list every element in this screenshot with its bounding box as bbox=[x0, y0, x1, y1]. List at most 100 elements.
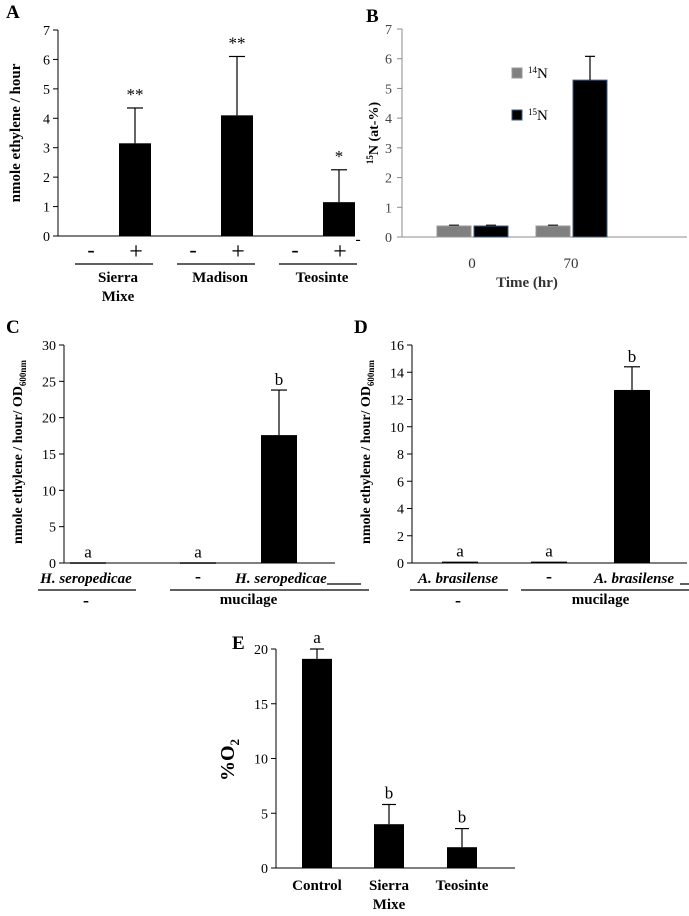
panel-b-y-tick-label: 6 bbox=[385, 53, 392, 68]
panel-a-group-label: Sierra bbox=[98, 270, 138, 286]
panel-e-y-tick-label: 15 bbox=[254, 698, 268, 713]
panel-b-y-label-sup: 15 bbox=[365, 155, 375, 165]
panel-d-significance: b bbox=[628, 347, 637, 366]
panel-d-y-tick-label: 2 bbox=[397, 530, 404, 545]
panel-a-group-label: Teosinte bbox=[296, 270, 349, 286]
panel-c-bar-label: H. seropedicae bbox=[234, 571, 327, 587]
panel-d-y-tick-label: 6 bbox=[397, 475, 404, 490]
panel-c-significance: a bbox=[84, 542, 92, 561]
panel-a-plus-label: + bbox=[333, 239, 347, 265]
panel-b-y-tick-label: 1 bbox=[385, 201, 392, 216]
panel-a-minus-label: - bbox=[87, 237, 94, 262]
panel-d-group-label: mucilage bbox=[572, 592, 630, 608]
panel-e-y-label-sub: 2 bbox=[227, 739, 242, 746]
panel-e-y-label-main: %O bbox=[217, 745, 239, 781]
panel-b-legend-label: 14N bbox=[528, 65, 548, 82]
panel-c-bar bbox=[180, 562, 216, 564]
panel-c-y-tick-label: 10 bbox=[42, 484, 56, 499]
panel-a-y-tick-label: 4 bbox=[43, 112, 50, 127]
panel-a-y-tick-label: 5 bbox=[43, 83, 50, 98]
panel-b-y-label: 15N (at-%) bbox=[365, 102, 382, 165]
panel-e-y-tick-label: 20 bbox=[254, 643, 268, 658]
panel-a-plus-label: + bbox=[231, 239, 245, 265]
panel-d-y-label-sub: 600nm bbox=[366, 360, 376, 387]
panel-c-significance: a bbox=[194, 542, 202, 561]
panel-d-y-tick-label: 16 bbox=[390, 339, 404, 354]
panel-c-y-tick-label: 0 bbox=[49, 557, 56, 572]
panel-c-y-label: nmole ethylene / hour/ OD600nm bbox=[11, 360, 28, 544]
panel-d-bar bbox=[531, 561, 567, 564]
panel-a-plus-label: + bbox=[129, 239, 143, 265]
panel-b-bar bbox=[535, 225, 571, 238]
panel-c-y-tick-label: 5 bbox=[49, 521, 56, 536]
panel-b-legend-swatch bbox=[511, 109, 523, 121]
panel-c-y-tick-label: 20 bbox=[42, 412, 56, 427]
panel-c-significance: b bbox=[275, 370, 284, 389]
panel-b-legend-main: N bbox=[537, 108, 548, 124]
panel-b-letter: B bbox=[366, 6, 379, 27]
panel-a-bar bbox=[323, 202, 355, 236]
panel-b-bar bbox=[572, 79, 608, 238]
panel-c-group-label: - bbox=[83, 590, 89, 610]
panel-e-letter: E bbox=[232, 633, 245, 654]
panel-a-bar bbox=[119, 143, 151, 236]
panel-c-y-tick-label: 15 bbox=[42, 448, 56, 463]
panel-e-significance: b bbox=[458, 808, 467, 827]
panel-a-significance: ** bbox=[127, 85, 144, 104]
panel-c-y-tick-label: 30 bbox=[42, 339, 56, 354]
panel-a-y-tick-label: 3 bbox=[43, 142, 50, 157]
panel-b-y-tick-label: 2 bbox=[385, 172, 392, 187]
panel-c-chart: 0 5 10 15 20 25 30 nmole ethylene / hour/ OD600… bbox=[11, 339, 369, 610]
panel-e-bar bbox=[374, 824, 404, 868]
panel-c-y-tick-label: 25 bbox=[42, 375, 56, 390]
panel-d-bar-label: - bbox=[546, 566, 552, 586]
panel-d-y-label-main: nmole ethylene / hour/ OD bbox=[359, 386, 374, 544]
panel-e-category-label: Sierra bbox=[369, 878, 409, 894]
panel-b-legend-main: N bbox=[537, 66, 548, 82]
panel-e-bar bbox=[447, 847, 477, 868]
panel-d-y-label: nmole ethylene / hour/ OD600nm bbox=[359, 360, 376, 544]
panel-e-significance: b bbox=[385, 783, 394, 802]
panel-d-y-tick-label: 0 bbox=[397, 557, 404, 572]
panel-b-bar bbox=[473, 225, 509, 238]
panel-b-legend-swatch bbox=[511, 67, 523, 79]
panel-e-category-label: Mixe bbox=[373, 897, 406, 913]
panel-a-group-label: Madison bbox=[192, 270, 249, 286]
panel-c-bar-label: H. seropedicae bbox=[39, 571, 132, 587]
panel-b-x-label: Time (hr) bbox=[496, 275, 558, 291]
panel-e-y-label: %O2 bbox=[217, 739, 242, 781]
panel-e-y-tick-label: 10 bbox=[254, 753, 268, 768]
panel-a-significance: ** bbox=[229, 33, 246, 52]
panel-a-letter: A bbox=[6, 2, 20, 23]
panel-e-category-label: Control bbox=[292, 878, 342, 894]
panel-d-y-tick-label: 12 bbox=[390, 394, 404, 409]
panel-a-minus-label: - bbox=[189, 237, 196, 262]
panel-d-y-tick-label: 8 bbox=[397, 448, 404, 463]
panel-b-y-tick-label: 4 bbox=[385, 112, 392, 127]
panel-e-chart: 0 5 10 15 20 %O2 a Control b Sierra Mixe b Teosinte bbox=[217, 628, 515, 913]
panel-a-minus-label: - bbox=[291, 237, 298, 262]
panel-d-bar-label: A. brasilense bbox=[593, 571, 674, 587]
panel-b-y-tick-label: 0 bbox=[385, 231, 392, 246]
panel-a-significance: * bbox=[335, 147, 344, 166]
panel-c-bar bbox=[261, 435, 297, 563]
panel-d-bar-label: A. brasilense bbox=[417, 571, 498, 587]
panel-e-bar bbox=[302, 658, 332, 868]
panel-d-significance: a bbox=[545, 542, 553, 561]
panel-d-bar bbox=[614, 389, 650, 563]
panel-d-group-label: - bbox=[455, 590, 461, 610]
panel-b-legend-label: 15N bbox=[528, 107, 548, 124]
panel-b-category-label: 70 bbox=[564, 256, 579, 272]
panel-c-y-label-main: nmole ethylene / hour/ OD bbox=[11, 386, 26, 544]
panel-d-significance: a bbox=[456, 542, 464, 561]
panel-b-legend-sup: 15 bbox=[528, 107, 538, 117]
panel-a-group-label: Mixe bbox=[102, 289, 135, 305]
panel-c-bar-label: - bbox=[195, 566, 201, 586]
panel-a-y-label: nmole ethylene / hour bbox=[8, 63, 24, 202]
panel-b-bar bbox=[436, 225, 472, 238]
panel-a-bar bbox=[221, 115, 253, 236]
panel-d-y-tick-label: 14 bbox=[390, 366, 404, 381]
panel-c-y-label-sub: 600nm bbox=[18, 360, 28, 387]
